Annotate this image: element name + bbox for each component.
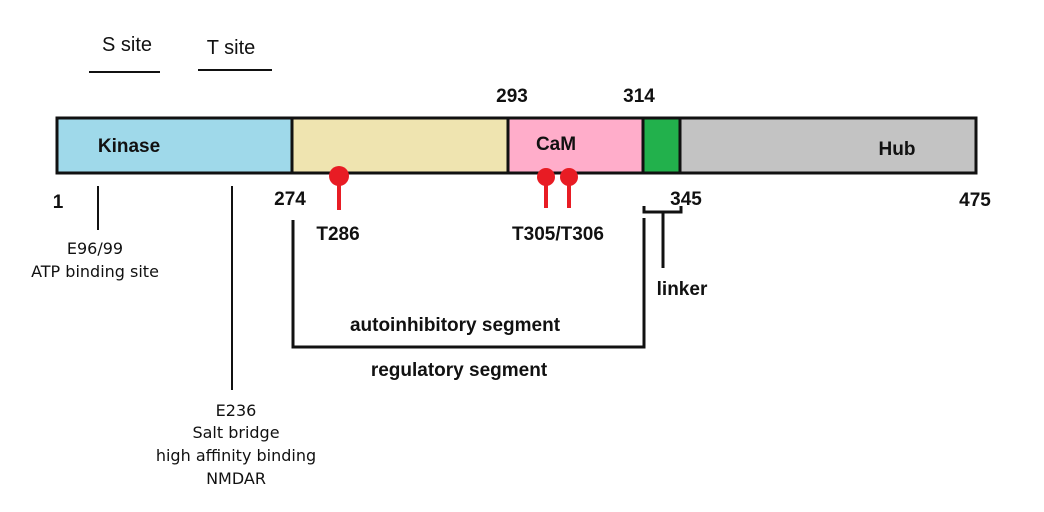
t305-phospho-marker-icon xyxy=(537,168,555,208)
position-314: 314 xyxy=(623,86,655,107)
high-affinity-binding-label: high affinity binding xyxy=(156,446,316,465)
regulatory-segment-label: regulatory segment xyxy=(371,360,548,381)
s-site-label: S site xyxy=(102,34,152,56)
atp-binding-site-label: ATP binding site xyxy=(31,262,159,281)
hub-domain xyxy=(680,118,976,173)
nmdar-label: NMDAR xyxy=(206,469,266,488)
cam-label: CaM xyxy=(536,134,576,155)
kinase-label: Kinase xyxy=(98,136,160,157)
t306-phospho-marker-icon xyxy=(560,168,578,208)
position-345: 345 xyxy=(670,189,702,210)
domain-bar-outline xyxy=(55,116,978,175)
t-site-label: T site xyxy=(207,37,256,59)
e96-label: E96/99 xyxy=(67,239,123,258)
t305-t306-label: T305/T306 xyxy=(512,224,604,245)
cam-binding-domain xyxy=(508,118,643,173)
position-1: 1 xyxy=(53,192,64,213)
hub-label: Hub xyxy=(879,139,916,160)
kinase-domain xyxy=(57,118,292,173)
autoinhibitory-segment-label: autoinhibitory segment xyxy=(350,315,561,336)
linker-label: linker xyxy=(657,279,708,300)
e236-label: E236 xyxy=(216,401,257,420)
regulatory-segment-bracket xyxy=(291,218,646,349)
autoinhibitory-region xyxy=(292,118,508,173)
linker-domain xyxy=(643,118,680,173)
t286-label: T286 xyxy=(316,224,359,245)
position-274: 274 xyxy=(274,189,306,210)
t286-phospho-marker-icon xyxy=(329,166,349,210)
salt-bridge-label: Salt bridge xyxy=(192,423,279,442)
position-293: 293 xyxy=(496,86,528,107)
position-475: 475 xyxy=(959,190,991,211)
